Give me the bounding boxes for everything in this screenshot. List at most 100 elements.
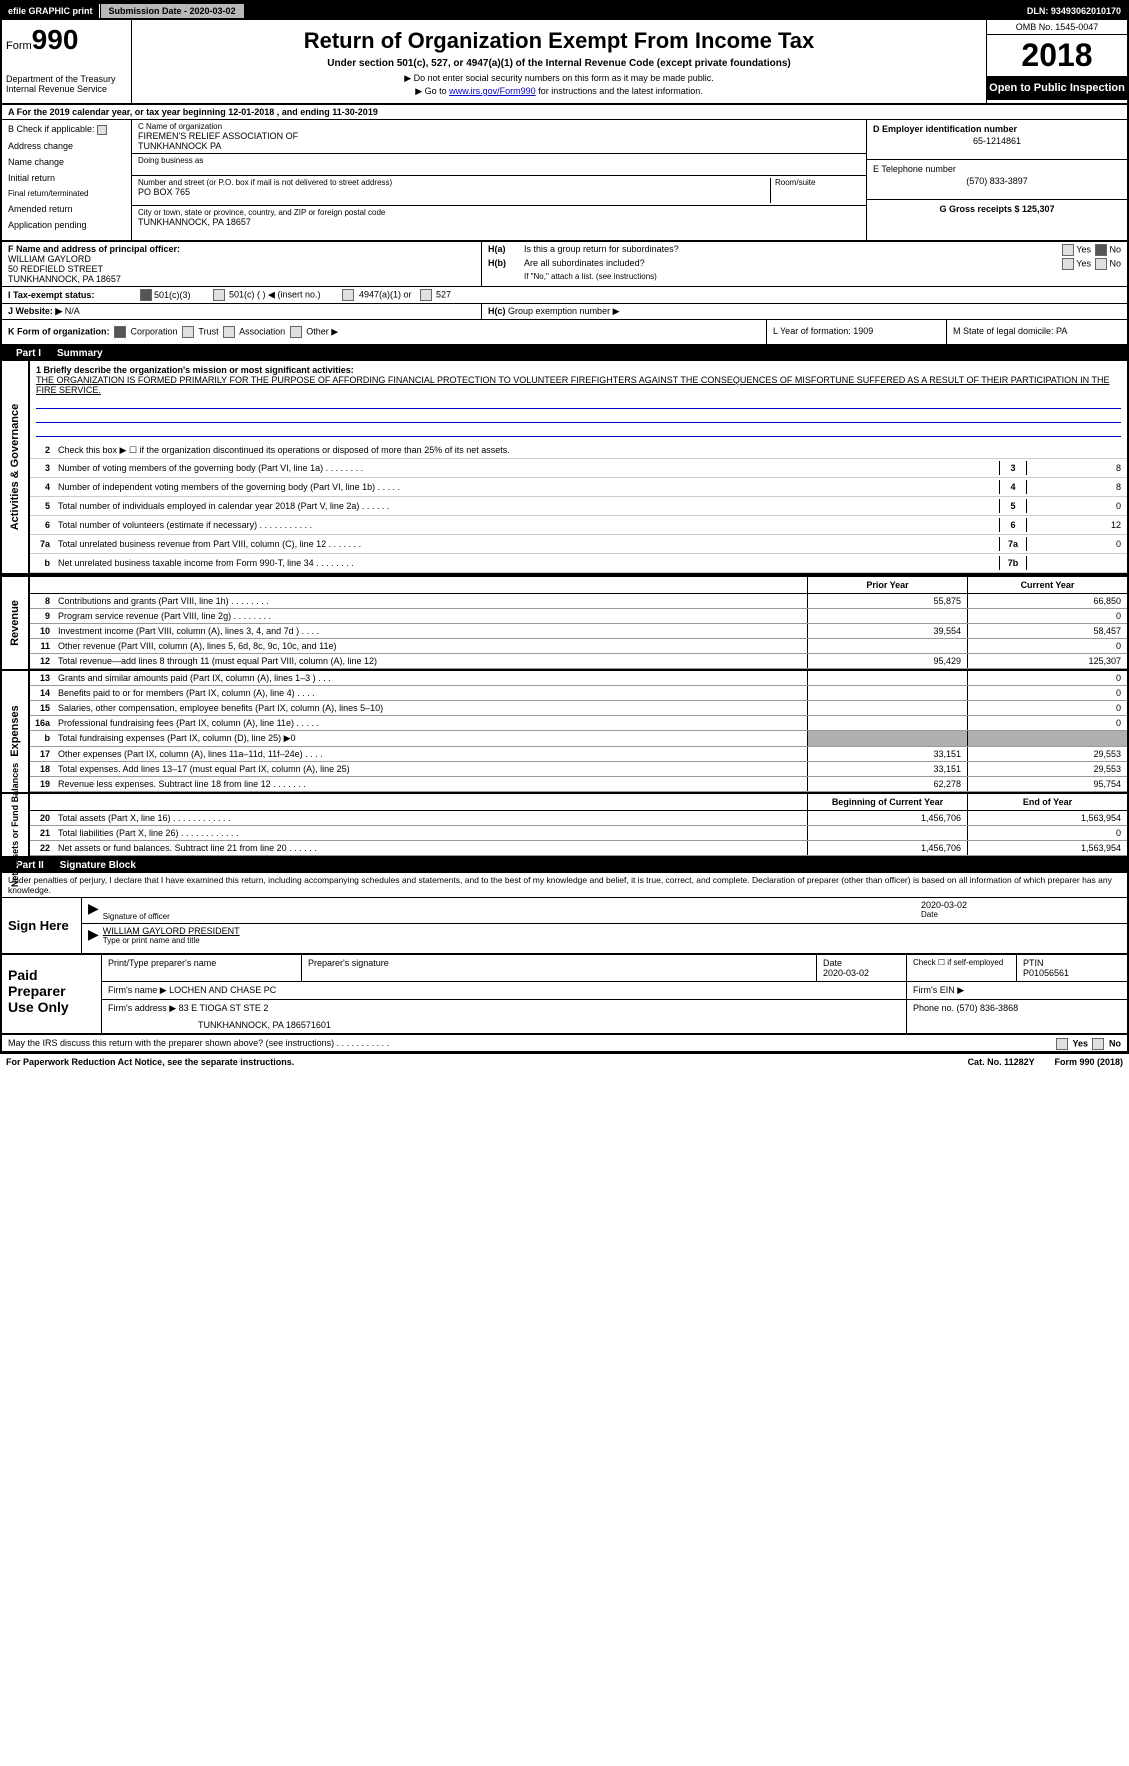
ein-value: 65-1214861 [873,136,1121,146]
fin-row: 14Benefits paid to or for members (Part … [30,686,1127,701]
firm-addr2: TUNKHANNOCK, PA 186571601 [198,1020,900,1030]
fin-row: 20Total assets (Part X, line 16) . . . .… [30,811,1127,826]
chk-501c[interactable] [213,289,225,301]
fin-row: 21Total liabilities (Part X, line 26) . … [30,826,1127,841]
org-name-1: FIREMEN'S RELIEF ASSOCIATION OF [138,131,860,141]
org-name-2: TUNKHANNOCK PA [138,141,860,151]
final-return: Final return/terminated [8,189,125,198]
header-left: Form990 Department of the Treasury Inter… [2,20,132,103]
firm-addr1: 83 E TIOGA ST STE 2 [179,1003,269,1013]
chk-501c3[interactable] [140,289,152,301]
note-ssn: ▶ Do not enter social security numbers o… [136,73,982,84]
officer-name-title: WILLIAM GAYLORD PRESIDENT [103,926,240,936]
form-subtitle: Under section 501(c), 527, or 4947(a)(1)… [136,58,982,69]
netassets-section: Net Assets or Fund Balances Beginning of… [2,792,1127,858]
irs-link[interactable]: www.irs.gov/Form990 [449,86,536,96]
fin-row: bTotal fundraising expenses (Part IX, co… [30,731,1127,747]
app-pending: Application pending [8,220,125,230]
fin-row: 11Other revenue (Part VIII, column (A), … [30,639,1127,654]
check-applicable[interactable] [97,125,107,135]
revenue-section: Revenue Prior YearCurrent Year 8Contribu… [2,575,1127,669]
mission-text: THE ORGANIZATION IS FORMED PRIMARILY FOR… [36,375,1121,395]
part1-header: Part I Summary [2,346,1127,361]
part2-header: Part II Signature Block [2,858,1127,873]
fin-row: 15Salaries, other compensation, employee… [30,701,1127,716]
fin-row: 16aProfessional fundraising fees (Part I… [30,716,1127,731]
section-b: B Check if applicable: Address change Na… [2,120,1127,242]
expenses-section: Expenses 13Grants and similar amounts pa… [2,669,1127,792]
city-state-zip: TUNKHANNOCK, PA 18657 [138,217,860,227]
footer-row: For Paperwork Reduction Act Notice, see … [0,1054,1129,1070]
summary-line: 3Number of voting members of the governi… [30,459,1127,478]
principal-officer: F Name and address of principal officer:… [2,242,482,286]
header-right: OMB No. 1545-0047 2018 Open to Public In… [987,20,1127,103]
row-k-org-form: K Form of organization: Corporation Trus… [2,320,1127,346]
prep-date: 2020-03-02 [823,968,869,978]
chk-527[interactable] [420,289,432,301]
officer-name: WILLIAM GAYLORD [8,254,475,264]
summary-line: 6Total number of volunteers (estimate if… [30,516,1127,535]
col-b-right: D Employer identification number 65-1214… [867,120,1127,240]
note-link: ▶ Go to www.irs.gov/Form990 for instruct… [136,86,982,97]
chk-assoc[interactable] [223,326,235,338]
street-address: PO BOX 765 [138,187,770,197]
dept-label: Department of the Treasury [6,74,127,84]
fin-row: 19Revenue less expenses. Subtract line 1… [30,777,1127,792]
ha-no[interactable] [1095,244,1107,256]
officer-city: TUNKHANNOCK, PA 18657 [8,274,475,284]
discuss-no[interactable] [1092,1038,1104,1050]
efile-label: efile GRAPHIC print [2,4,100,18]
row-a-tax-year: A For the 2019 calendar year, or tax yea… [2,105,1127,120]
summary-line: 7aTotal unrelated business revenue from … [30,535,1127,554]
phone-value: (570) 833-3897 [873,176,1121,186]
form-title: Return of Organization Exempt From Incom… [136,28,982,54]
fin-row: 8Contributions and grants (Part VIII, li… [30,594,1127,609]
paid-preparer-section: Paid Preparer Use Only Print/Type prepar… [2,953,1127,1035]
amended-return: Amended return [8,204,125,214]
firm-phone: Phone no. (570) 836-3868 [907,1000,1127,1033]
top-bar: efile GRAPHIC print Submission Date - 20… [2,2,1127,20]
ha-yes[interactable] [1062,244,1074,256]
open-public-label: Open to Public Inspection [987,76,1127,100]
submission-date-btn[interactable]: Submission Date - 2020-03-02 [101,4,244,18]
summary-line: 5Total number of individuals employed in… [30,497,1127,516]
chk-corp[interactable] [114,326,126,338]
addr-change: Address change [8,141,125,151]
initial-return: Initial return [8,173,125,183]
fin-row: 17Other expenses (Part IX, column (A), l… [30,747,1127,762]
mission-block: 1 Briefly describe the organization's mi… [30,361,1127,443]
discuss-yes[interactable] [1056,1038,1068,1050]
gross-receipts: G Gross receipts $ 125,307 [873,204,1121,214]
chk-other[interactable] [290,326,302,338]
hb-yes[interactable] [1062,258,1074,270]
website-value: N/A [65,306,80,316]
name-change: Name change [8,157,125,167]
group-return: H(a) Is this a group return for subordin… [482,242,1127,286]
irs-label: Internal Revenue Service [6,84,127,94]
ptin-value: P01056561 [1023,968,1069,978]
sign-here-row: Sign Here ▶ Signature of officer 2020-03… [2,897,1127,953]
firm-name: LOCHEN AND CHASE PC [169,985,276,995]
form-header: Form990 Department of the Treasury Inter… [2,20,1127,105]
fin-row: 18Total expenses. Add lines 13–17 (must … [30,762,1127,777]
col-b-checkboxes: B Check if applicable: Address change Na… [2,120,132,240]
fin-row: 10Investment income (Part VIII, column (… [30,624,1127,639]
fin-row: 12Total revenue—add lines 8 through 11 (… [30,654,1127,669]
fin-row: 13Grants and similar amounts paid (Part … [30,671,1127,686]
dln-label: DLN: 93493062010170 [1021,4,1127,18]
officer-street: 50 REDFIELD STREET [8,264,475,274]
summary-line: 4Number of independent voting members of… [30,478,1127,497]
omb-label: OMB No. 1545-0047 [987,20,1127,35]
header-center: Return of Organization Exempt From Incom… [132,20,987,103]
fin-row: 9Program service revenue (Part VIII, lin… [30,609,1127,624]
chk-4947[interactable] [342,289,354,301]
activities-governance: Activities & Governance 1 Briefly descri… [2,361,1127,575]
col-b-org-info: C Name of organization FIREMEN'S RELIEF … [132,120,867,240]
summary-line: bNet unrelated business taxable income f… [30,554,1127,573]
discuss-row: May the IRS discuss this return with the… [2,1035,1127,1052]
hb-no[interactable] [1095,258,1107,270]
fin-row: 22Net assets or fund balances. Subtract … [30,841,1127,856]
chk-trust[interactable] [182,326,194,338]
sig-date: 2020-03-02 [921,900,1121,910]
tax-year: 2018 [987,35,1127,76]
